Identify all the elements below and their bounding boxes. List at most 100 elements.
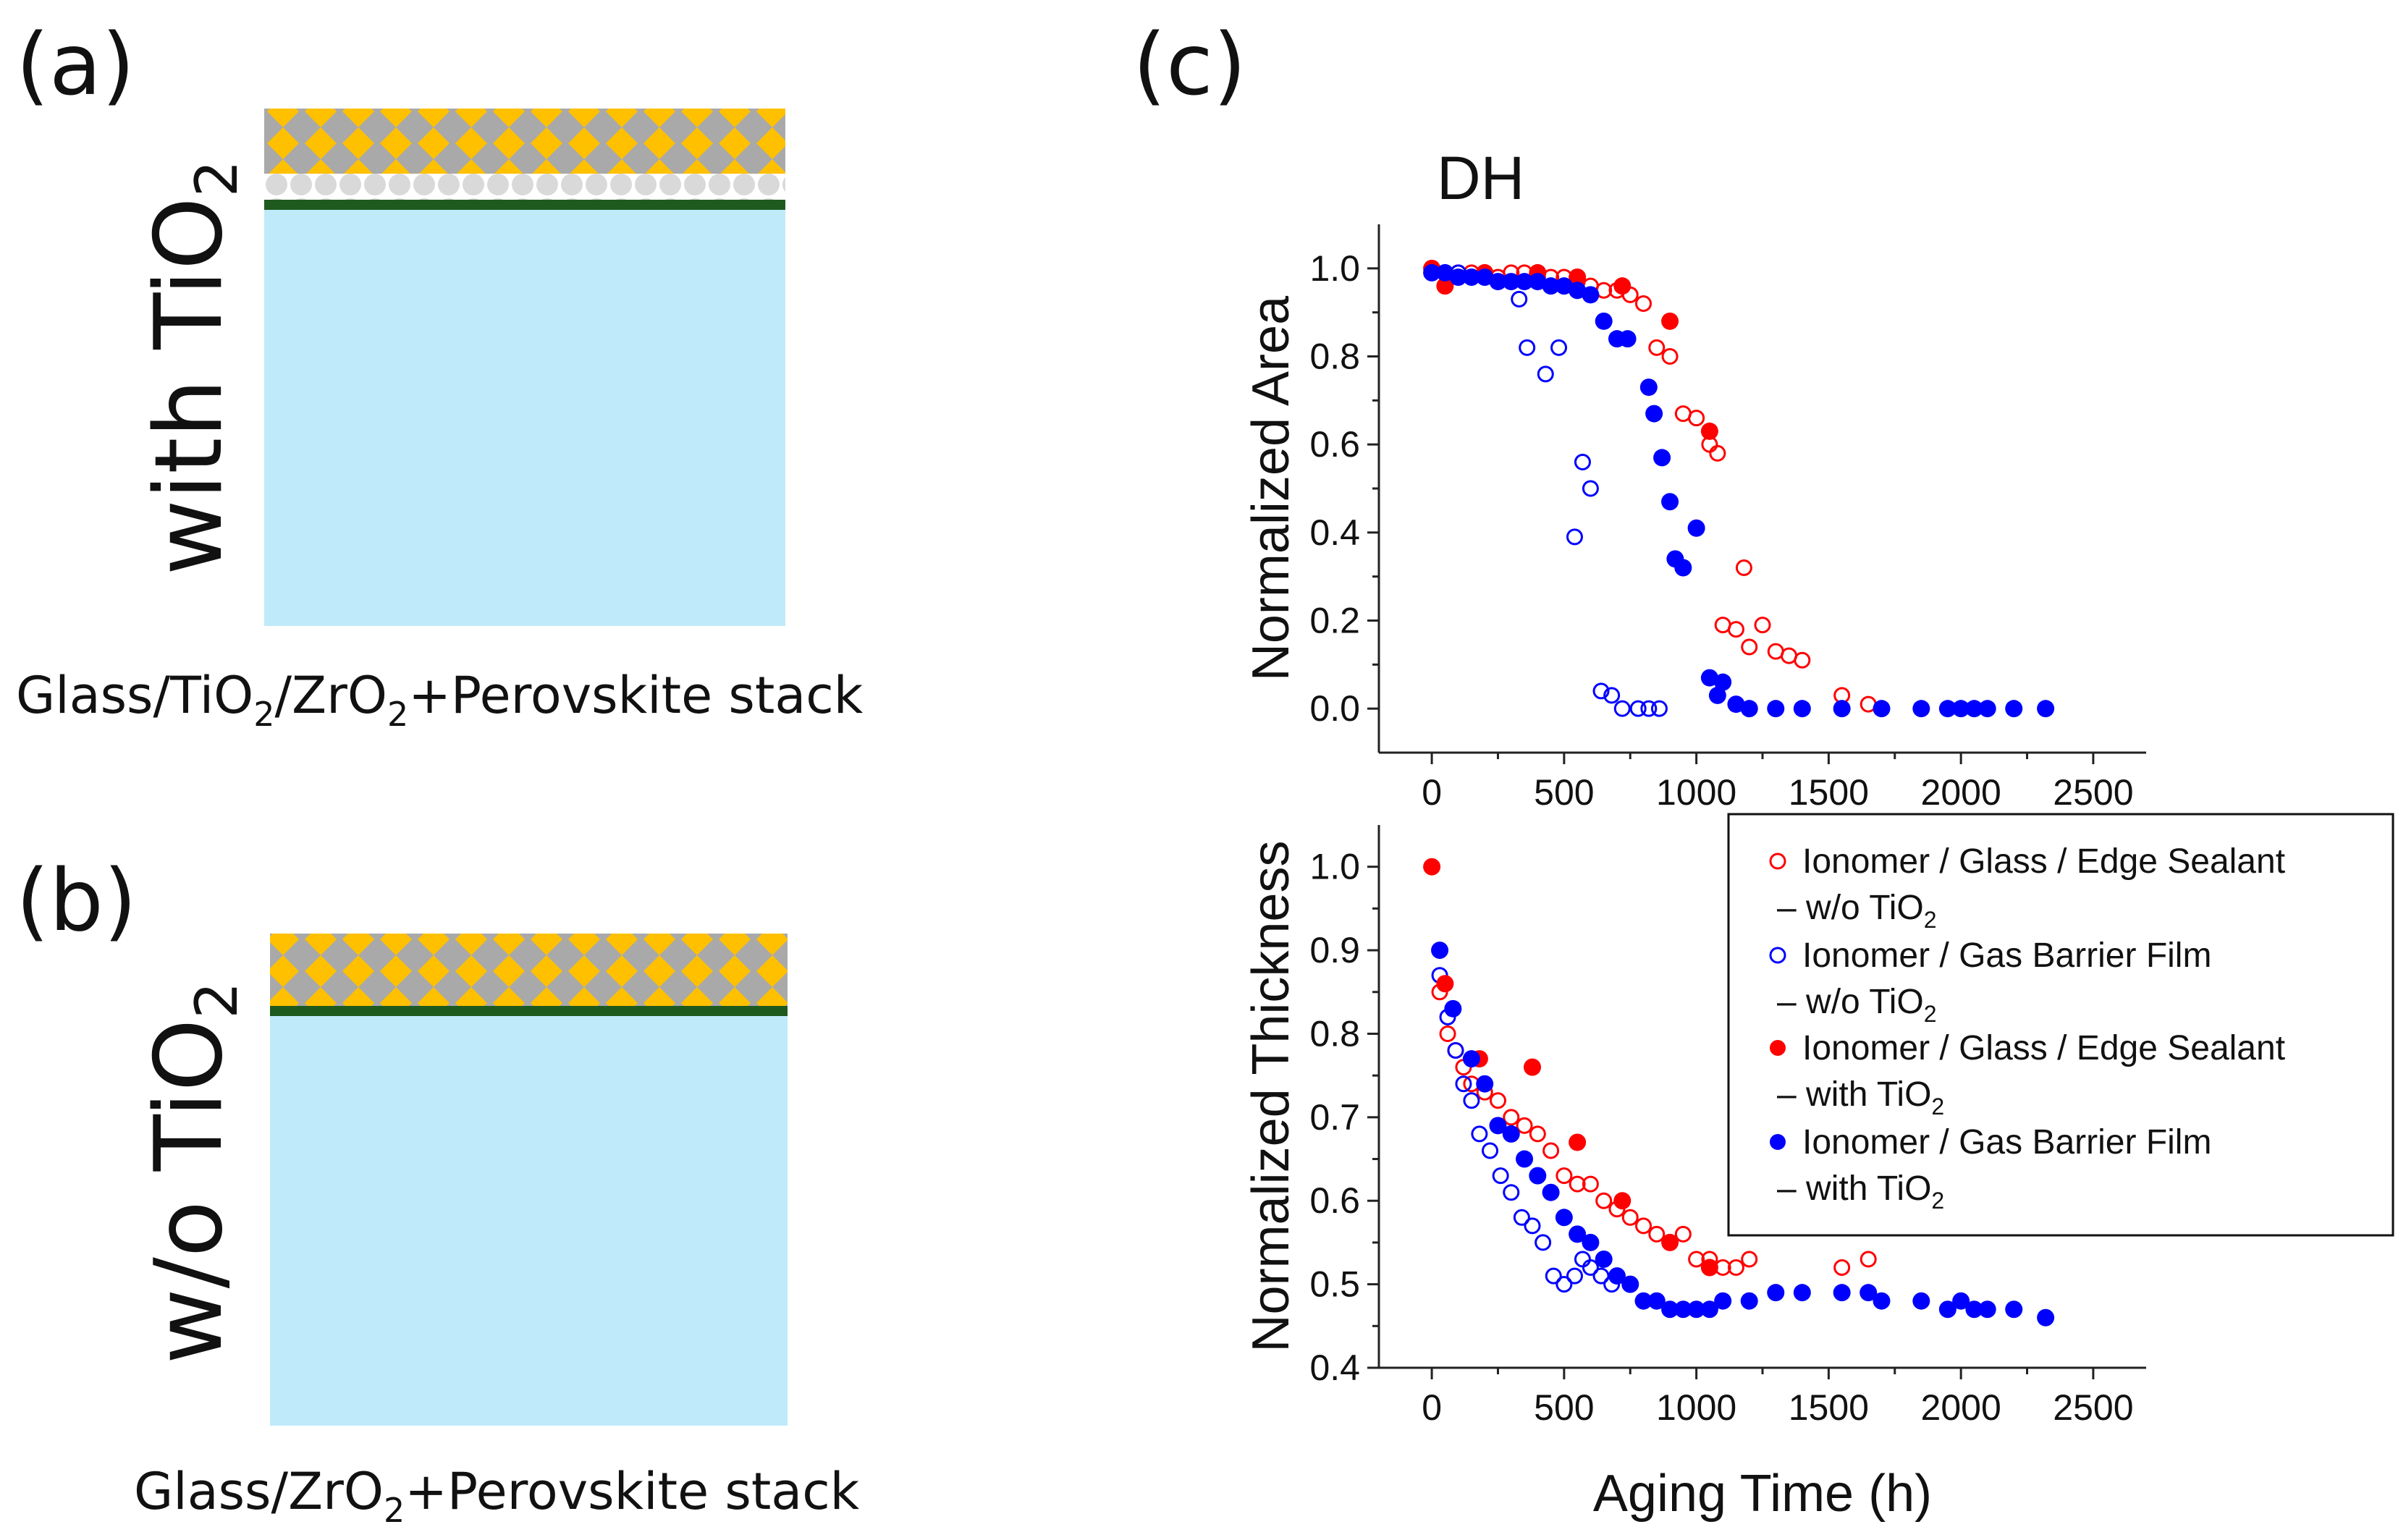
data-point [1741, 638, 1758, 656]
panel-c: (c) 0.0 0.2 0.4 0.6 0.8 1.0 0 500 1000 1500 2000 25… [1133, 14, 2394, 1523]
data-point [1449, 268, 1467, 286]
y-tick-label: 0.8 [1309, 337, 1360, 377]
legend-marker-0 [1769, 852, 1786, 870]
data-point [1741, 1251, 1758, 1268]
data-point [1833, 700, 1851, 718]
perovskite-layer-b [270, 934, 788, 1006]
data-point [1524, 1217, 1541, 1235]
data-point [1709, 444, 1726, 462]
data-point [1688, 1251, 1705, 1268]
data-point [1700, 422, 1718, 440]
legend-marker-1 [1769, 947, 1786, 964]
data-point [1938, 1300, 1957, 1319]
y-tick-label: 0.9 [1309, 930, 1360, 970]
data-point [1727, 695, 1745, 714]
data-point [1503, 1184, 1520, 1201]
legend-label-1: Ionomer / Gas Barrier Film [1802, 936, 2211, 975]
data-point [1613, 700, 1631, 717]
data-point [1502, 1125, 1520, 1143]
y-tick-label: 1.0 [1309, 248, 1360, 289]
x-tick-label: 1000 [1656, 1387, 1736, 1428]
contact-layer-a [264, 200, 785, 210]
x-axis-label: Aging Time (h) [1593, 1465, 1932, 1523]
data-point [1952, 700, 1970, 718]
contact-layer-b [270, 1006, 788, 1016]
legend-sublabel-3: – with TiO2 [1777, 1169, 1944, 1214]
chart-normalized-thickness: 0.4 0.5 0.6 0.7 0.8 0.9 1.0 0 500 1000 1500 2000 250… [1242, 825, 2146, 1523]
perovskite-layer-a [264, 109, 785, 174]
data-point [1462, 1050, 1480, 1068]
data-point [1740, 1292, 1758, 1310]
legend-entry-1: Ionomer / Gas Barrier Film – w/o TiO2 [1769, 936, 2211, 1027]
data-point [1735, 559, 1752, 576]
data-point [1489, 273, 1507, 291]
data-point [1648, 1225, 1666, 1243]
data-point [1569, 1225, 1587, 1243]
x-tick-label: 2000 [1921, 772, 2001, 813]
data-point [1556, 1276, 1573, 1293]
data-point [1640, 700, 1658, 717]
data-point [1444, 999, 1462, 1018]
data-point [1674, 1225, 1692, 1243]
data-point [1502, 273, 1520, 291]
data-point [1965, 700, 1983, 718]
data-point [1687, 519, 1705, 537]
data-point [1912, 700, 1930, 718]
data-point [1650, 700, 1668, 717]
panel-c-letter: (c) [1133, 14, 1246, 114]
data-point [1471, 1125, 1488, 1143]
series-3 [1431, 942, 2055, 1327]
series-1 [1423, 260, 1668, 717]
data-point [1708, 686, 1726, 704]
data-point [1516, 1150, 1534, 1168]
data-point [1613, 1192, 1632, 1210]
data-point [1603, 687, 1621, 704]
data-point [1767, 700, 1785, 718]
data-point [1740, 700, 1758, 718]
data-point [1519, 339, 1536, 356]
data-point [1700, 1300, 1718, 1319]
x-tick-label: 500 [1534, 772, 1594, 813]
panel-a-letter: (a) [16, 14, 135, 114]
data-point [1833, 1259, 1851, 1277]
x-tick-label: 2500 [2053, 772, 2133, 813]
legend-label-3: Ionomer / Gas Barrier Film [1802, 1123, 2211, 1162]
data-point [1529, 273, 1547, 291]
data-point [1661, 1233, 1679, 1251]
chart-normalized-area: 0.0 0.2 0.4 0.6 0.8 1.0 0 500 1000 1500 2000 2500 DH… [1242, 144, 2146, 813]
data-point [1634, 1292, 1652, 1310]
data-point [1574, 1251, 1591, 1268]
data-point [1952, 1292, 1970, 1310]
y-tick-label: 0.4 [1309, 512, 1360, 553]
x-tick-label: 1500 [1789, 772, 1869, 813]
x-tick-label: 1000 [1656, 772, 1736, 813]
data-point [1516, 273, 1534, 291]
data-point [1873, 1292, 1891, 1310]
panel-b-side-label: w/o TiO2 [135, 982, 250, 1364]
data-point [1566, 528, 1583, 546]
data-point [1423, 263, 1441, 282]
data-point [1542, 277, 1560, 295]
x-tick-label: 500 [1534, 1387, 1594, 1428]
data-point [1535, 1234, 1552, 1251]
data-point [1463, 1092, 1480, 1109]
y-axis-label: Normalized Area [1242, 295, 1300, 681]
data-point [1965, 1300, 1983, 1319]
data-point [1529, 1125, 1546, 1143]
data-point [1569, 268, 1587, 286]
data-point [1489, 1117, 1507, 1135]
data-point [1978, 700, 1996, 718]
x-tick-label: 2500 [2053, 1387, 2133, 1428]
data-point [1492, 1167, 1509, 1185]
data-point [1661, 312, 1679, 330]
data-point [1582, 1259, 1599, 1277]
data-point [1635, 295, 1652, 312]
data-point [1529, 1167, 1547, 1185]
data-point [1503, 1109, 1520, 1126]
x-tick-label: 1500 [1789, 1387, 1869, 1428]
data-point [1569, 1133, 1587, 1151]
y-tick-label: 0.6 [1309, 1180, 1360, 1221]
x-tick-label: 2000 [1921, 1387, 2001, 1428]
data-point [1873, 700, 1891, 718]
